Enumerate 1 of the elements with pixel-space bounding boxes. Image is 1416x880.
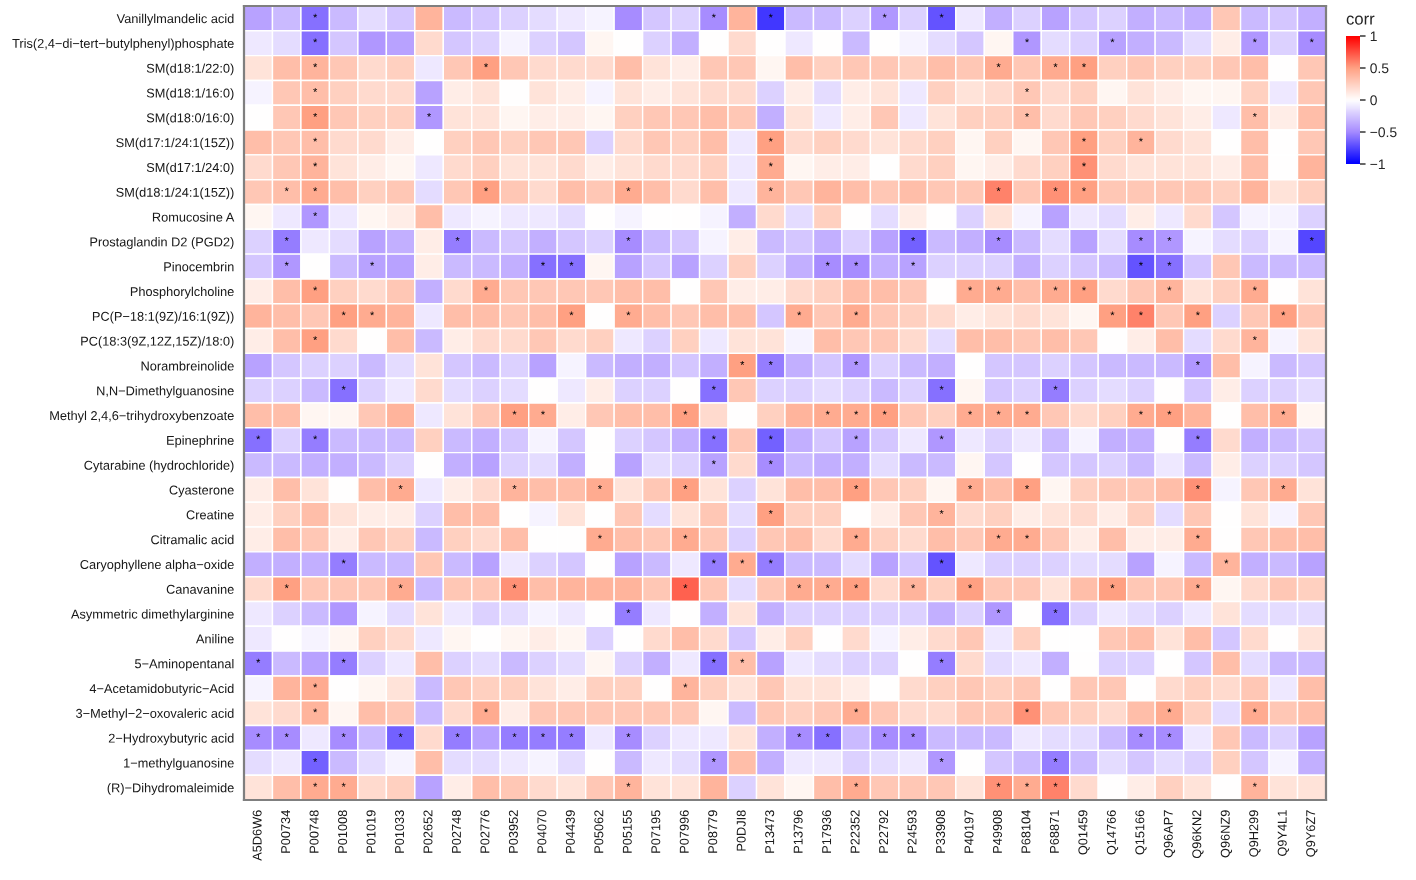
color-bar-title: corr bbox=[1346, 15, 1375, 25]
